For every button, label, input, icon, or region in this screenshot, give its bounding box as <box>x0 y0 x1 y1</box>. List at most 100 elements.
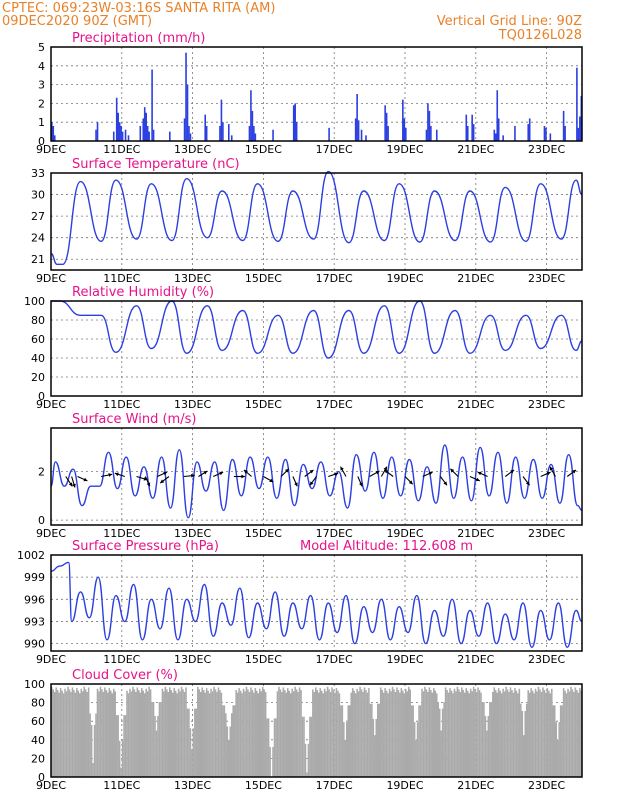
x-tick-label: 19DEC <box>386 779 423 792</box>
precip-bar <box>545 127 547 141</box>
y-tick-label: 40 <box>31 734 45 747</box>
cloud-bar <box>77 690 80 777</box>
cloud-bar <box>163 691 165 777</box>
cloud-bar <box>497 688 500 777</box>
x-tick-label: 19DEC <box>386 143 423 156</box>
precip-bar <box>185 52 187 141</box>
cloud-bar <box>316 690 319 777</box>
wind-vector-head <box>340 466 344 471</box>
cloud-bar <box>244 691 246 777</box>
cloud-bar <box>360 689 363 777</box>
cloud-bar <box>387 693 389 777</box>
cloud-bar <box>525 703 528 777</box>
cloud-bar <box>524 710 527 777</box>
cloud-bar <box>138 690 140 777</box>
y-tick-label: 60 <box>31 333 45 346</box>
cloud-bar <box>359 686 361 777</box>
cloud-bar <box>397 690 400 777</box>
cloud-bar <box>428 687 431 777</box>
precip-bar <box>365 135 367 141</box>
wind-vector-head <box>309 469 314 474</box>
cloud-bar <box>217 687 220 777</box>
cloud-bar <box>416 722 419 777</box>
precip-bar <box>430 125 432 141</box>
cloud-bar <box>55 687 57 777</box>
cloud-bar <box>465 688 468 777</box>
x-tick-label: 9DEC <box>36 779 66 792</box>
cloud-bar <box>161 688 164 777</box>
cloud-bar <box>148 686 150 777</box>
precip-bar <box>528 118 531 141</box>
cloud-bar <box>471 691 473 777</box>
precip-bar <box>562 110 565 141</box>
cloud-bar <box>427 691 429 777</box>
cloud-bar <box>170 690 173 777</box>
x-tick-label: 15DEC <box>245 527 282 540</box>
cloud-bar <box>61 690 63 777</box>
precip-bar <box>502 135 504 141</box>
wind-vector <box>263 476 274 483</box>
x-tick-label: 23DEC <box>528 398 565 411</box>
precip-bar <box>254 133 257 141</box>
cloud-bar <box>118 740 121 777</box>
cloud-bar <box>174 690 177 777</box>
x-tick-label: 9DEC <box>36 653 66 666</box>
cloud-bar <box>435 693 438 777</box>
precip-bar <box>514 125 516 141</box>
cloud-bar <box>74 692 77 777</box>
x-tick-label: 21DEC <box>457 527 494 540</box>
x-tick-label: 13DEC <box>174 779 211 792</box>
cloud-bar <box>468 693 470 777</box>
cloud-bar <box>354 693 357 777</box>
x-tick-label: 23DEC <box>528 143 565 156</box>
cloud-bar <box>263 689 265 777</box>
cloud-bar <box>90 724 93 777</box>
cloud-bar <box>409 689 411 777</box>
precip-bar <box>188 125 190 141</box>
cloud-bar <box>415 739 417 777</box>
cloud-bar <box>256 690 258 777</box>
cloud-bar <box>219 690 221 777</box>
cloud-bar <box>530 688 532 777</box>
cloud-bar <box>160 702 162 777</box>
wind-vector-head <box>269 478 274 482</box>
cloud-bar <box>568 691 571 777</box>
cloud-bar <box>494 690 497 777</box>
cloud-bar <box>79 693 81 777</box>
cloud-bar <box>192 728 195 777</box>
cloud-bar <box>295 689 298 777</box>
cloud-bar <box>222 705 224 777</box>
precip-bar <box>253 125 255 141</box>
cloud-bar <box>450 690 453 777</box>
precip-bar <box>385 112 388 141</box>
cloud-bar <box>250 687 252 777</box>
precip-bar <box>360 129 363 141</box>
cloud-bar <box>239 690 242 777</box>
x-tick-label: 19DEC <box>386 398 423 411</box>
wind-vector <box>144 476 151 487</box>
cloud-bar <box>267 718 270 777</box>
cloud-bar <box>528 692 531 777</box>
cloud-bar <box>533 693 535 777</box>
cloud-bar <box>182 689 184 777</box>
precip-bar <box>425 129 428 141</box>
x-tick-label: 15DEC <box>245 272 282 285</box>
cloud-bar <box>164 686 167 777</box>
cloud-bar <box>325 691 327 777</box>
wind-vector-head <box>477 471 482 476</box>
y-tick-label: 33 <box>31 167 45 180</box>
wind-vector-head <box>546 471 551 476</box>
panel-precipitation: Precipitation (mm/h) 9DEC 11DEC 13DEC 15DEC 1… <box>36 31 583 156</box>
precip-bar <box>427 103 429 141</box>
cloud-bar <box>98 691 100 777</box>
panel-title-wind: Surface Wind (m/s) <box>72 412 196 427</box>
precip-bar <box>543 125 546 141</box>
precip-bar <box>96 122 99 141</box>
cloud-bar <box>503 691 506 777</box>
cloud-bar <box>124 715 127 777</box>
precip-bar <box>428 110 431 141</box>
wind-vector-head <box>549 466 554 471</box>
wind-vector-head <box>383 466 387 471</box>
cloud-bar <box>154 715 156 777</box>
cloud-bar <box>574 687 577 777</box>
